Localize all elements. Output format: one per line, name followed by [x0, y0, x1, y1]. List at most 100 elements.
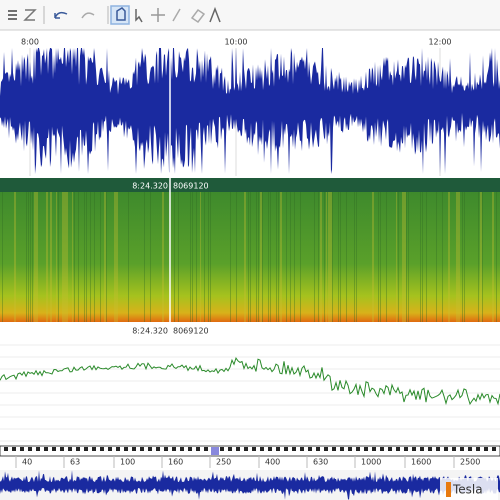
stripe	[2, 192, 3, 322]
stripe	[294, 192, 295, 322]
ruler-tick	[420, 447, 424, 451]
stripe	[442, 192, 443, 322]
stripe	[104, 192, 106, 322]
frequency-label: 160	[168, 458, 183, 467]
ruler-tick	[36, 447, 40, 451]
stripe	[162, 192, 164, 322]
ruler-tick	[116, 447, 120, 451]
stripe	[332, 192, 333, 322]
spectrogram[interactable]	[0, 192, 500, 322]
stripe	[260, 192, 262, 322]
ruler-highlight	[211, 447, 219, 455]
ruler-tick	[356, 447, 360, 451]
ruler-tick	[4, 447, 8, 451]
stripe	[338, 192, 339, 322]
ruler-tick	[348, 447, 352, 451]
logo: Tesla	[452, 483, 483, 497]
frequency-label: 100	[120, 458, 135, 467]
ruler-tick	[484, 447, 488, 451]
stripe	[286, 192, 287, 322]
ruler-tick	[204, 447, 208, 451]
ruler-tick	[396, 447, 400, 451]
spectral-tool[interactable]	[209, 6, 221, 23]
ruler-tick	[108, 447, 112, 451]
stripe	[462, 192, 463, 322]
ruler-tick	[284, 447, 288, 451]
stripe	[402, 192, 404, 322]
ruler-tick	[468, 447, 472, 451]
stripe	[328, 192, 330, 322]
stripe	[258, 192, 259, 322]
stripe	[372, 192, 374, 322]
time-label: 10:00	[224, 38, 247, 47]
stripe	[84, 192, 85, 322]
ruler-tick	[180, 447, 184, 451]
stripe	[492, 192, 494, 322]
stripe	[94, 192, 95, 322]
ruler-tick	[260, 447, 264, 451]
stripe	[456, 192, 458, 322]
redo-button[interactable]	[81, 12, 95, 19]
hand-tool[interactable]	[116, 7, 126, 21]
stripe	[34, 192, 36, 322]
cursor-time: 8:24.320	[132, 182, 168, 191]
stripe	[458, 192, 460, 322]
stripe	[354, 192, 355, 322]
ruler-tick	[492, 447, 496, 451]
ruler-tick	[100, 447, 104, 451]
ruler-tick	[316, 447, 320, 451]
ruler-tick	[476, 447, 480, 451]
stripe	[404, 192, 406, 322]
stripe	[482, 192, 483, 322]
stripe	[276, 192, 277, 322]
spectrum-line	[0, 357, 500, 406]
ruler-tick	[76, 447, 80, 451]
ruler-tick	[332, 447, 336, 451]
ruler	[0, 445, 500, 457]
stripe	[356, 192, 357, 322]
cursor-time: 8:24.320	[132, 327, 168, 336]
stripe	[208, 192, 209, 322]
stripe	[26, 192, 27, 322]
logo-mark	[446, 482, 451, 497]
stripe	[204, 192, 205, 322]
stripe	[90, 192, 91, 322]
pointer-tool[interactable]	[135, 9, 143, 23]
stripe	[174, 192, 175, 322]
stripe	[320, 192, 322, 322]
stripe	[46, 192, 48, 322]
ruler-tick	[244, 447, 248, 451]
stripe	[324, 192, 325, 322]
ruler-ticks	[4, 447, 496, 455]
overview-waveform	[0, 470, 500, 500]
stripe	[268, 192, 269, 322]
frequency-label: 630	[313, 458, 328, 467]
undo-button[interactable]	[54, 11, 68, 19]
waveform	[0, 48, 500, 174]
stripe	[244, 192, 246, 322]
stripe	[278, 192, 279, 322]
stripe	[106, 192, 107, 322]
ruler-tick	[12, 447, 16, 451]
tool-button[interactable]	[8, 10, 17, 20]
ruler-tick	[236, 447, 240, 451]
frequency-label: 63	[70, 458, 80, 467]
ruler-tick	[428, 447, 432, 451]
stripe	[314, 192, 315, 322]
stripe	[56, 192, 57, 322]
ruler-tick	[196, 447, 200, 451]
ruler-tick	[292, 447, 296, 451]
ruler-tick	[164, 447, 168, 451]
ruler-tick	[220, 447, 224, 451]
eraser-tool[interactable]	[190, 8, 206, 24]
ruler-tick	[68, 447, 72, 451]
toolbar	[0, 0, 500, 30]
ruler-tick	[444, 447, 448, 451]
move-tool[interactable]	[151, 8, 165, 22]
stripe	[64, 192, 66, 322]
pencil-tool[interactable]	[172, 8, 181, 22]
stripe	[478, 192, 479, 322]
frequency-label: 1600	[411, 458, 431, 467]
stripe	[28, 192, 29, 322]
tool-button[interactable]	[23, 9, 37, 21]
